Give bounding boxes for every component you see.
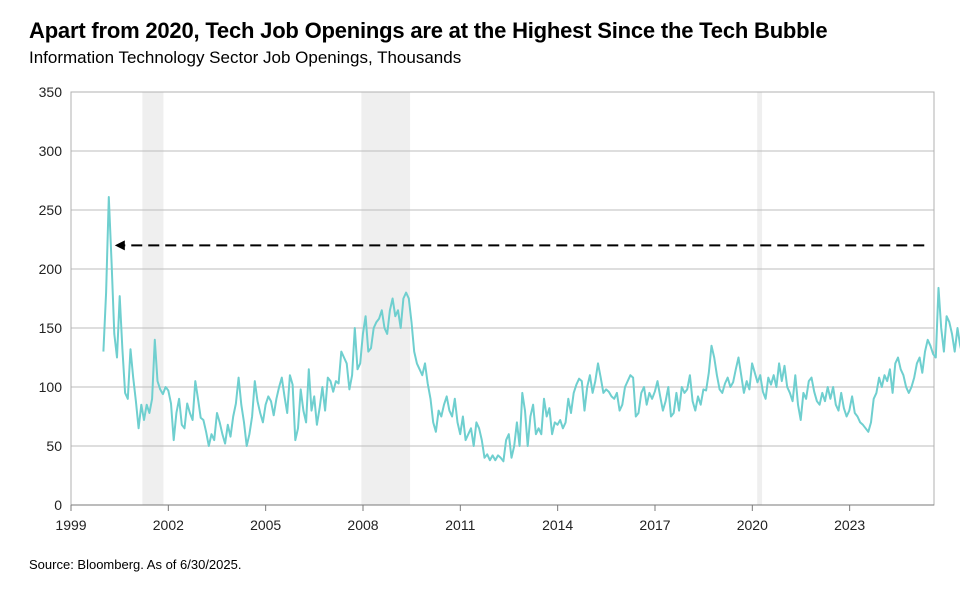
x-tick-label-2017: 2017 <box>639 517 670 533</box>
chart-title: Apart from 2020, Tech Job Openings are a… <box>29 18 828 43</box>
y-tick-label-50: 50 <box>46 438 62 454</box>
x-tick-label-2005: 2005 <box>250 517 281 533</box>
x-tick-label-2014: 2014 <box>542 517 573 533</box>
x-tick-label-2008: 2008 <box>347 517 378 533</box>
y-tick-label-300: 300 <box>39 143 63 159</box>
x-tick-label-2011: 2011 <box>445 517 475 533</box>
chart-subtitle: Information Technology Sector Job Openin… <box>29 48 462 67</box>
x-tick-label-1999: 1999 <box>55 517 86 533</box>
reference-arrow <box>114 240 925 251</box>
y-tick-label-0: 0 <box>54 497 62 513</box>
x-tick-label-2002: 2002 <box>153 517 184 533</box>
reference-arrowhead <box>114 240 125 251</box>
recession-band-3 <box>757 92 763 505</box>
y-tick-label-250: 250 <box>39 202 63 218</box>
source-note: Source: Bloomberg. As of 6/30/2025. <box>29 557 242 572</box>
recession-band-1 <box>142 92 164 505</box>
plot-frame <box>70 91 935 506</box>
y-tick-label-200: 200 <box>39 261 63 277</box>
x-tick-label-2020: 2020 <box>737 517 768 533</box>
series-group <box>102 196 960 463</box>
recession-band-2 <box>361 92 411 505</box>
recession-shading <box>142 92 763 505</box>
series-line-1 <box>102 196 960 463</box>
gridlines <box>71 150 934 447</box>
plot-border <box>70 91 935 506</box>
x-axis-ticks: 1999 2002 2005 2008 2011 2014 2017 2020 2023 <box>55 505 865 533</box>
x-tick-label-2023: 2023 <box>834 517 865 533</box>
y-tick-label-150: 150 <box>39 320 63 336</box>
y-tick-label-100: 100 <box>39 379 63 395</box>
y-axis-ticks: 0 50 100 150 200 250 300 350 <box>39 84 63 513</box>
y-tick-label-350: 350 <box>39 84 63 100</box>
